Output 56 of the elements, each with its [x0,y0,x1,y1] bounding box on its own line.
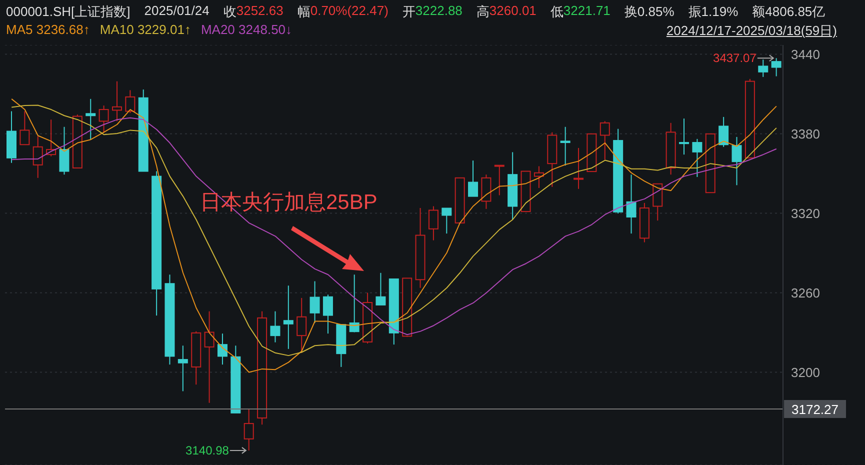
text: 幅 [297,3,310,21]
chart-title: 000001.SH[上证指数] [6,3,130,21]
candlestick [270,310,280,343]
candlestick [244,408,254,451]
candlestick [415,207,426,288]
candlestick [679,118,690,156]
candlestick [217,333,228,366]
text: MA5 [6,22,34,37]
candlestick [626,174,636,234]
candlestick [508,152,518,220]
candlestick [86,98,96,140]
candlestick [257,310,268,426]
chart-subtitle: 2024/12/17-2025/03/18(59日) [666,22,837,40]
candlestick [310,280,320,324]
text: 2025/01/24 [144,3,210,20]
text: 3260.01 [489,3,536,20]
text: 3248.50↓ [238,22,292,37]
text: 3222.88 [415,3,462,20]
candlestick [758,59,768,78]
candlestick [178,345,188,392]
candlestick [732,136,742,186]
candlestick [481,174,492,210]
text: 开 [402,3,416,21]
text: 高 [476,3,490,21]
y-tick-label: 3260 [791,285,820,300]
annotation: 3437.07 [713,51,757,66]
text: 3229.01↑ [137,22,191,37]
candlestick [534,166,544,188]
ref-line-label: 3172.27 [792,402,838,417]
candlestick [164,274,175,366]
text: 振1.19% [688,3,738,21]
text: 3236.68↑ [36,22,90,37]
candlestick [283,285,294,350]
text: 换0.85% [624,3,674,21]
candlestick [112,80,122,122]
text: MA20 [200,22,236,37]
y-tick-label: 3320 [791,206,820,221]
candlestick [296,297,307,354]
y-tick-label: 3380 [791,126,820,142]
text: MA10 [100,22,135,37]
candlestick [666,122,676,176]
text: 额4806.85亿 [752,3,826,21]
text: 3252.63 [236,3,284,20]
candlestick [204,310,214,404]
text: 收 [223,3,236,21]
candlestick [152,170,162,316]
candlestick [560,126,570,166]
candlestick [32,136,43,178]
candlestick [639,202,650,243]
annotation: 3140.98 [186,443,230,458]
y-tick-label: 3440 [791,46,820,62]
text: 低 [550,3,564,21]
candlestick [574,147,584,190]
text: 0.70%(22.47) [310,3,388,20]
text: 3221.71 [563,3,610,20]
y-tick-label: 3200 [791,364,820,380]
